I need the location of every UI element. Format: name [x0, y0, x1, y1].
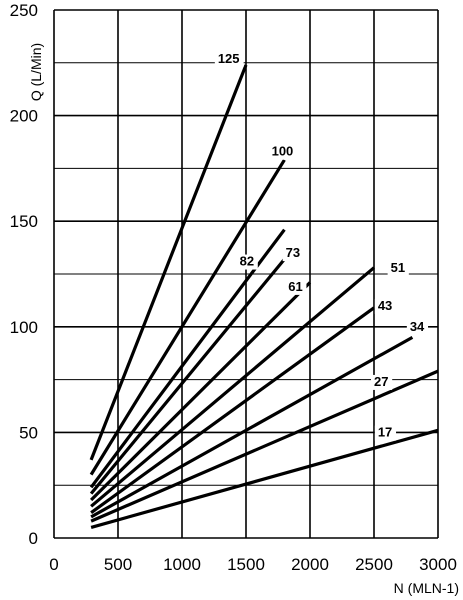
x-tick-label: 3000	[419, 555, 457, 574]
series-label-bg	[371, 374, 393, 390]
series-label-61: 61	[288, 279, 302, 294]
series-line-125	[89, 64, 248, 461]
series-lines	[89, 64, 439, 529]
x-tick-label: 2500	[355, 555, 393, 574]
series-label-125: 125	[218, 51, 240, 66]
series-line-82	[89, 228, 286, 489]
x-tick-label: 1500	[227, 555, 265, 574]
series-label-27: 27	[374, 374, 388, 389]
series-line-73	[89, 258, 286, 495]
y-axis-label: Q (L/Min)	[28, 43, 44, 101]
series-label-bg	[285, 279, 307, 295]
x-axis-label: N (MLN-1)	[394, 580, 459, 596]
series-label-bg	[387, 260, 409, 276]
y-tick-label: 200	[10, 107, 38, 126]
y-tick-label: 100	[10, 318, 38, 337]
series-label-bg	[214, 51, 244, 67]
y-tick-label: 150	[10, 212, 38, 231]
y-tick-label: 0	[29, 529, 38, 548]
x-tick-label: 0	[49, 555, 58, 574]
series-label-17: 17	[378, 425, 392, 440]
series-label-82: 82	[240, 254, 254, 269]
series-label-43: 43	[378, 298, 392, 313]
series-label-bg	[374, 298, 397, 314]
series-line-27	[90, 369, 439, 523]
series-label-bg	[236, 254, 258, 270]
series-label-bg	[282, 246, 304, 262]
series-line-61	[89, 281, 312, 502]
series-label-bg	[406, 320, 429, 336]
series-label-73: 73	[286, 245, 300, 260]
x-tick-label: 2000	[291, 555, 329, 574]
series-label-bg	[374, 425, 397, 441]
series-labels: 125 100 82 73 61 51 43 34 27 17	[214, 51, 429, 441]
series-line-100	[89, 159, 286, 476]
series-label-bg	[268, 144, 298, 160]
series-line-43	[90, 306, 375, 514]
series-label-34: 34	[410, 319, 425, 334]
series-line-17	[90, 428, 439, 529]
y-tick-label: 250	[10, 1, 38, 20]
x-tick-label: 1000	[163, 555, 201, 574]
series-line-34	[90, 335, 414, 519]
series-label-51: 51	[391, 260, 405, 275]
series-line-51	[90, 266, 376, 508]
x-tick-label: 500	[104, 555, 132, 574]
y-tick-label: 50	[19, 423, 38, 442]
series-label-100: 100	[272, 144, 294, 159]
